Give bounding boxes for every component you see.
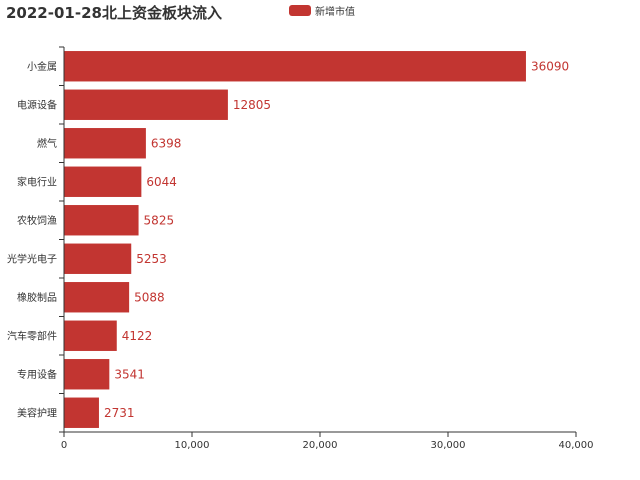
category-label: 光学光电子 <box>7 252 57 265</box>
x-tick-label: 10,000 <box>175 440 210 451</box>
labels-layer: 36090 小金属 12805 电源设备 6398 燃气 6044 家电行业 5825 农牧饲渔 5… <box>7 59 569 420</box>
chart-title: 2022-01-28北上资金板块流入 <box>6 4 222 22</box>
x-tick-label: 40,000 <box>559 440 594 451</box>
bar[interactable] <box>64 397 99 428</box>
data-label: 2731 <box>104 406 135 420</box>
category-label: 美容护理 <box>17 406 57 419</box>
legend[interactable]: 新增市值 <box>289 3 355 18</box>
category-label: 电源设备 <box>17 98 57 111</box>
data-label: 12805 <box>233 98 271 112</box>
bar[interactable] <box>64 359 110 390</box>
data-label: 5825 <box>144 213 175 227</box>
bar[interactable] <box>64 51 526 82</box>
x-tick-label: 0 <box>61 440 67 451</box>
category-label: 农牧饲渔 <box>17 214 57 227</box>
category-label: 燃气 <box>37 137 57 150</box>
legend-label: 新增市值 <box>315 7 355 18</box>
data-label: 3541 <box>114 367 145 381</box>
category-label: 橡胶制品 <box>17 291 57 304</box>
data-label: 4122 <box>122 329 153 343</box>
bar[interactable] <box>64 205 139 236</box>
data-label: 6398 <box>151 136 182 150</box>
bar[interactable] <box>64 243 132 274</box>
category-label: 小金属 <box>27 60 57 73</box>
bar[interactable] <box>64 89 228 120</box>
bar[interactable] <box>64 128 146 159</box>
data-label: 6044 <box>146 175 177 189</box>
bars-layer <box>64 51 526 428</box>
legend-swatch-icon <box>289 5 311 16</box>
x-tick-label: 20,000 <box>303 440 338 451</box>
category-label: 汽车零部件 <box>7 329 57 342</box>
data-label: 5088 <box>134 290 165 304</box>
data-label: 36090 <box>531 59 569 73</box>
category-label: 家电行业 <box>17 175 57 188</box>
bar[interactable] <box>64 282 130 313</box>
axes-layer: 0 10,000 20,000 30,000 40,000 <box>59 46 594 451</box>
bar[interactable] <box>64 166 142 197</box>
x-tick-label: 30,000 <box>431 440 466 451</box>
data-label: 5253 <box>136 252 167 266</box>
bar[interactable] <box>64 320 117 351</box>
category-label: 专用设备 <box>17 368 57 381</box>
